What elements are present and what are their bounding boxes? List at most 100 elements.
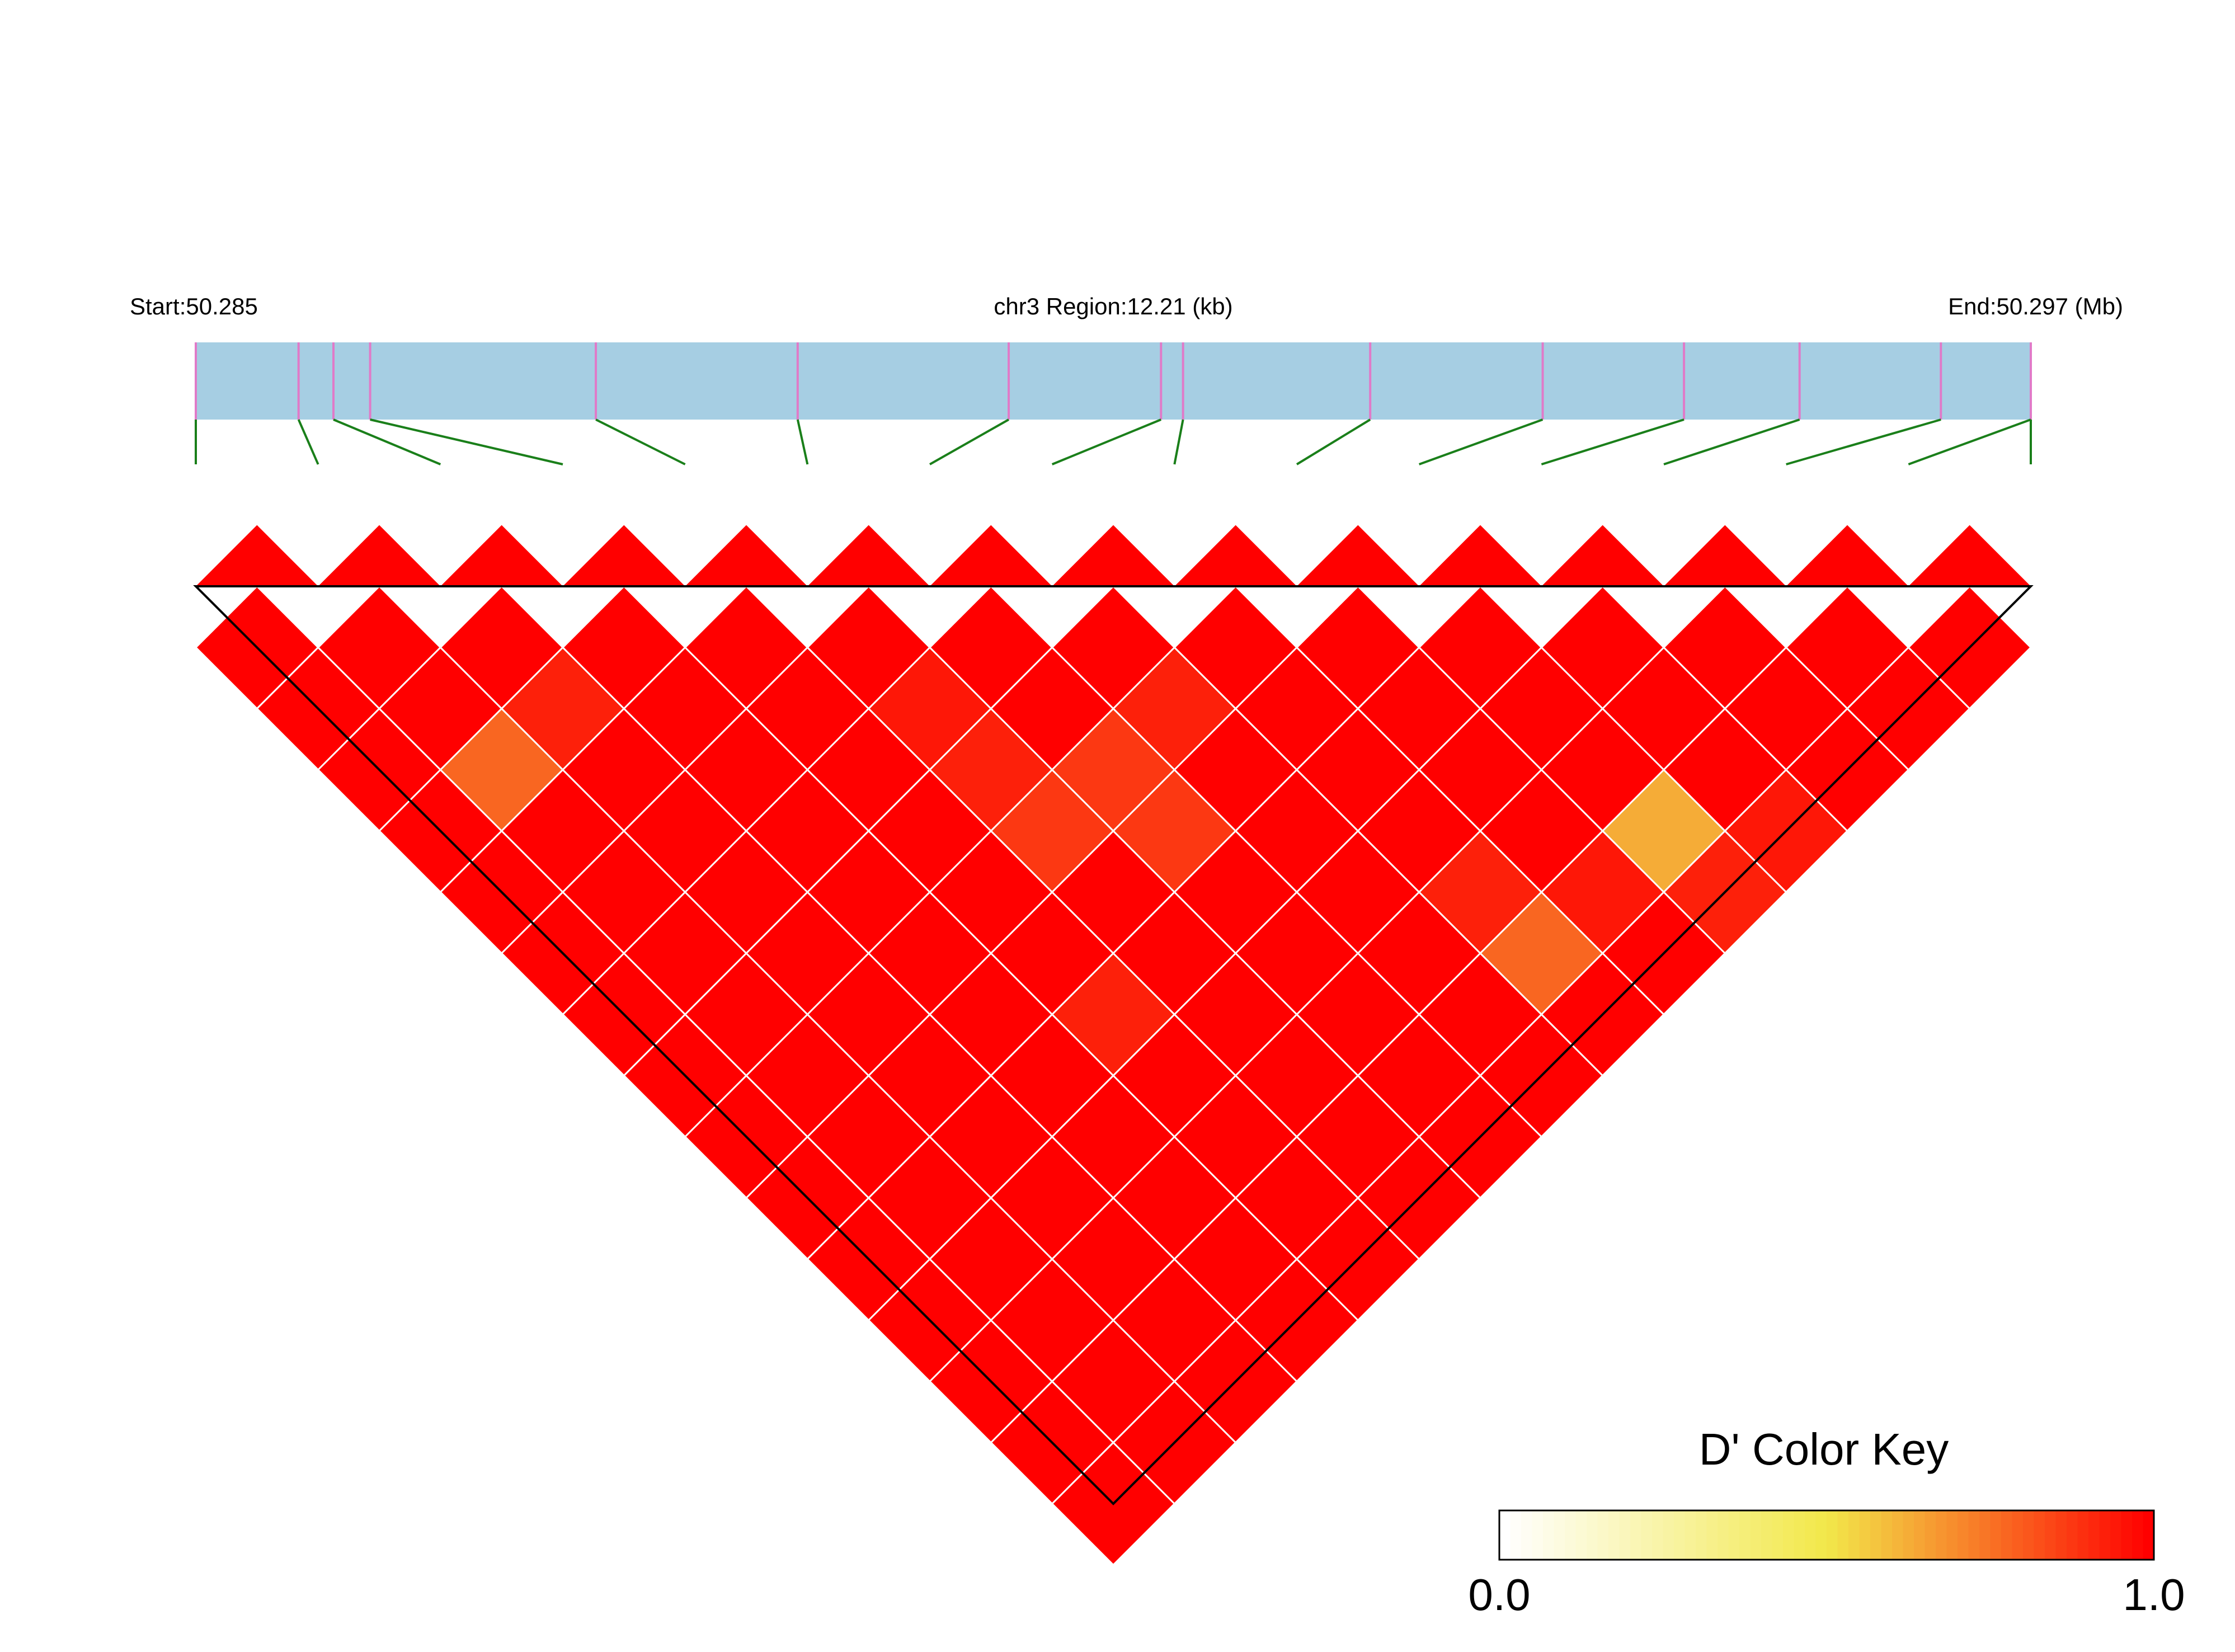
color-key-swatch [1696,1510,1707,1560]
color-key-swatch [2077,1510,2089,1560]
color-key-swatch [1815,1510,1827,1560]
color-key-swatch [1543,1510,1555,1560]
color-key-swatch [1739,1510,1751,1560]
color-key-swatch [2121,1510,2133,1560]
color-key-swatch [1968,1510,1980,1560]
ld-cells [194,585,2032,1566]
color-key-swatch [1630,1510,1642,1560]
color-key-swatch [2099,1510,2111,1560]
color-key-swatch [1827,1510,1838,1560]
snp-marker-triangle [1297,525,1419,586]
color-key-swatch [1718,1510,1729,1560]
color-key-swatch [1532,1510,1544,1560]
snp-marker-triangle [807,525,930,586]
snp-marker-triangle [563,525,685,586]
color-key-swatch [1608,1510,1620,1560]
color-key-swatch [1848,1510,1860,1560]
color-key-swatch [1619,1510,1631,1560]
snp-marker-triangle [1174,525,1297,586]
snp-marker-triangle [196,525,318,586]
color-key-swatch [2132,1510,2144,1560]
snp-connector [929,418,1010,465]
snp-connector [1173,419,1184,465]
color-key-swatch [2143,1510,2154,1560]
color-key-swatch [1837,1510,1849,1560]
color-key-swatch [1958,1510,1969,1560]
color-key-swatch [2034,1510,2045,1560]
color-key-swatch [1706,1510,1718,1560]
color-key-swatch [1870,1510,1882,1560]
color-key-bar [1498,1509,2155,1561]
snp-marker-triangle [1664,525,1786,586]
color-key-swatch [1597,1510,1609,1560]
color-key-swatch [1641,1510,1653,1560]
region-bar [196,342,2031,420]
color-key-swatch [1783,1510,1795,1560]
color-key-swatch [1794,1510,1805,1560]
snp-marker-triangle [1908,525,2031,586]
snp-connector [595,418,686,465]
heatmap-outline [193,585,2034,1505]
snp-marker-triangles [196,525,2031,586]
snp-marker-triangle [1786,525,1909,586]
snp-connector [1296,418,1371,465]
end-label: End:50.297 (Mb) [1948,293,2123,319]
snp-connector [370,418,563,465]
color-key-swatch [1728,1510,1740,1560]
color-key-swatch [1674,1510,1686,1560]
color-key-swatch [1990,1510,2002,1560]
color-key-max-label: 1.0 [2123,1570,2185,1620]
color-key-swatch [1510,1510,1522,1560]
snp-connector [333,418,441,465]
color-key-swatch [1499,1510,1511,1560]
region-label: chr3 Region:12.21 (kb) [994,293,1232,319]
snp-connector [1051,418,1162,465]
color-key-swatch [1925,1510,1936,1560]
color-key-swatch [1946,1510,1958,1560]
color-key-swatch [1936,1510,1947,1560]
snp-marker-triangle [685,525,808,586]
triangle-outline [193,585,2034,1505]
color-key-swatch [1575,1510,1587,1560]
color-key-swatch [2012,1510,2024,1560]
snp-connector [1908,418,2031,465]
color-key-title: D' Color Key [1699,1424,1949,1474]
color-key-swatch [2110,1510,2122,1560]
color-key-swatch [1663,1510,1674,1560]
color-key-swatch [2023,1510,2035,1560]
color-key-swatch [1881,1510,1893,1560]
snp-marker-triangle [1419,525,1542,586]
color-key-swatch [2067,1510,2078,1560]
snp-marker-triangle [1052,525,1175,586]
color-key-swatch [1521,1510,1533,1560]
snp-marker-triangle [440,525,563,586]
color-key-swatch [1772,1510,1784,1560]
snp-connector [796,419,809,465]
color-key-border [1498,1509,2155,1561]
color-key-swatch [1750,1510,1762,1560]
color-key-swatch [2088,1510,2100,1560]
snp-connector [297,419,319,465]
color-key-swatch [1805,1510,1817,1560]
start-label: Start:50.285 [130,293,258,319]
snp-connector [1541,418,1685,465]
color-key-swatch [2055,1510,2067,1560]
snp-marker-triangle [318,525,441,586]
color-key-swatch [1587,1510,1598,1560]
snp-connector [1663,418,1800,465]
color-key-swatch [1903,1510,1914,1560]
color-key-swatch [1565,1510,1577,1560]
snp-ticks [195,342,2032,420]
color-key-swatch [1761,1510,1773,1560]
snp-connector [1418,418,1544,465]
color-key-swatch [2045,1510,2057,1560]
color-key-min-label: 0.0 [1468,1570,1530,1620]
color-key-swatch [2001,1510,2013,1560]
snp-connectors [195,418,2032,465]
color-key-swatch [1892,1510,1904,1560]
color-key-swatch [1914,1510,1926,1560]
snp-connector [1786,418,1941,465]
snp-marker-triangle [1541,525,1664,586]
color-key-swatch [1859,1510,1871,1560]
